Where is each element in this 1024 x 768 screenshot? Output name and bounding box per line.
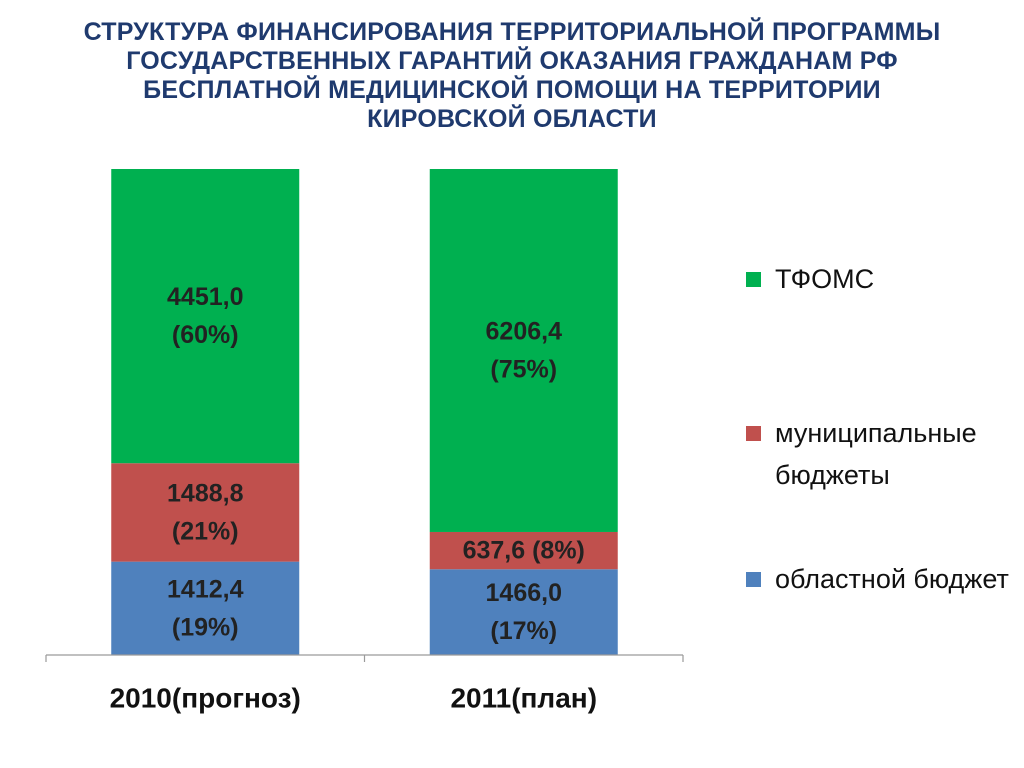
category-label: 2010(прогноз) (110, 683, 301, 714)
bar-segment (111, 463, 300, 562)
legend-swatch (746, 272, 761, 287)
data-label: 637,6 (8%) (463, 537, 585, 565)
data-label: 1412,4 (167, 575, 244, 603)
data-label: 1466,0 (486, 579, 562, 607)
bar-segment (429, 569, 618, 655)
data-label: (21%) (172, 517, 239, 545)
legend-label: ТФОМС (775, 264, 875, 294)
title-line: БЕСПЛАТНОЙ МЕДИЦИНСКОЙ ПОМОЩИ НА ТЕРРИТО… (143, 76, 881, 104)
legend-item-regional: областной бюджет (746, 558, 1015, 600)
legend-label: муниципальные бюджеты (775, 418, 977, 490)
bar-segment (111, 169, 300, 464)
bar-segment (111, 561, 300, 655)
title-line: СТРУКТУРА ФИНАНСИРОВАНИЯ ТЕРРИТОРИАЛЬНОЙ… (83, 18, 941, 46)
legend-item-municipal: муниципальные бюджеты (746, 412, 1015, 496)
data-label: (19%) (172, 613, 239, 641)
data-label: 4451,0 (167, 283, 243, 311)
data-label: (75%) (490, 355, 557, 383)
data-label: (60%) (172, 321, 239, 349)
data-label: (17%) (490, 617, 557, 645)
bar-segment (429, 531, 618, 570)
legend-swatch (746, 572, 761, 587)
title-line: КИРОВСКОЙ ОБЛАСТИ (367, 105, 657, 133)
legend-item-tfoms: ТФОМС (746, 258, 1015, 300)
title-line: ГОСУДАРСТВЕННЫХ ГАРАНТИЙ ОКАЗАНИЯ ГРАЖДА… (126, 47, 898, 75)
category-label: 2011(план) (450, 683, 597, 714)
chart-title: СТРУКТУРА ФИНАНСИРОВАНИЯ ТЕРРИТОРИАЛЬНОЙ… (40, 18, 984, 134)
data-label: 6206,4 (486, 317, 563, 345)
legend-swatch (746, 426, 761, 441)
bar-segment (429, 169, 618, 532)
data-label: 1488,8 (167, 479, 244, 507)
legend-label: областной бюджет (775, 564, 1009, 594)
